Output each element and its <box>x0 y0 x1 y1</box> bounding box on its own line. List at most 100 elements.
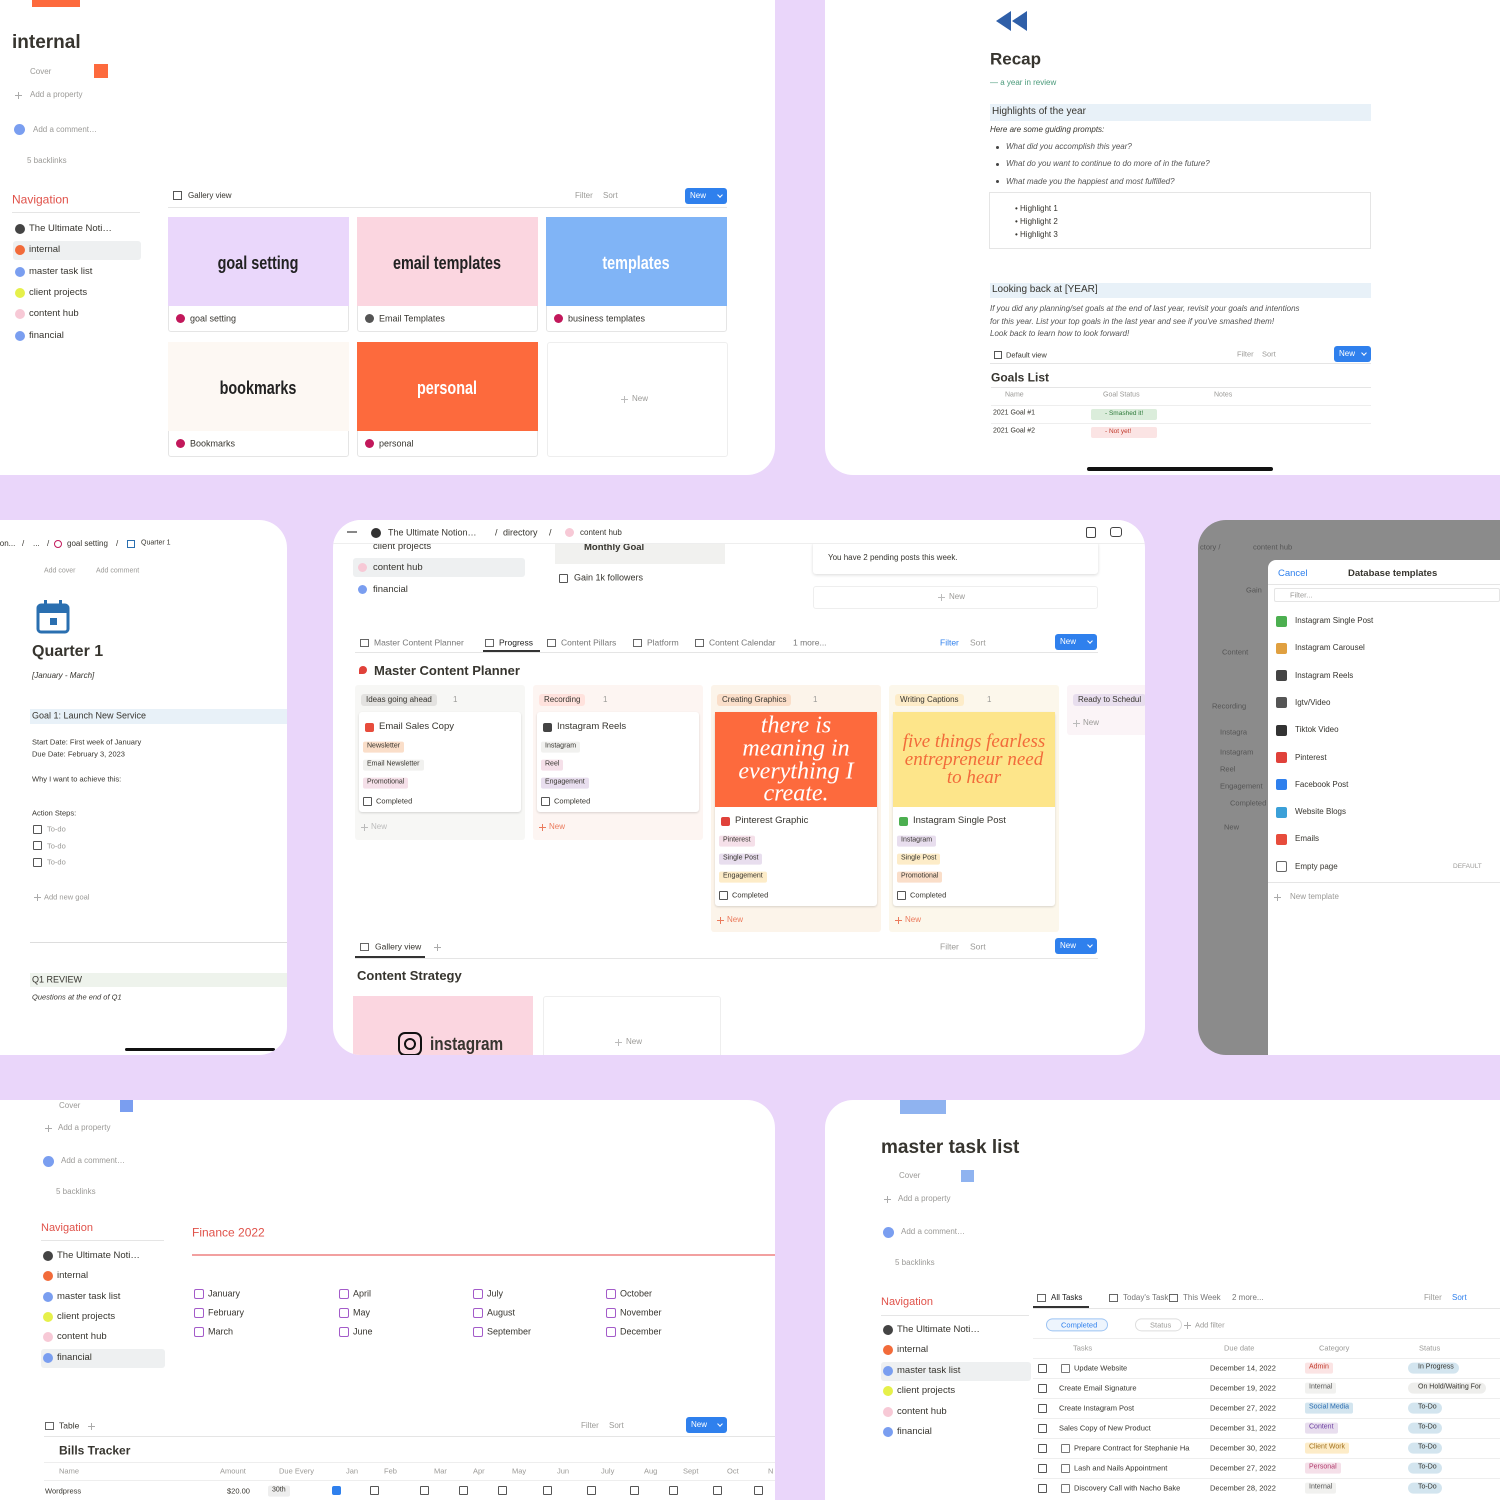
breadcrumb[interactable]: directory <box>503 527 538 538</box>
nav-item[interactable]: content hub <box>57 1331 107 1343</box>
view-tab[interactable]: Gallery view <box>375 941 422 952</box>
nav-item[interactable]: master task list <box>897 1364 961 1376</box>
task-name[interactable]: Create Instagram Post <box>1059 1403 1135 1413</box>
month-link[interactable]: November <box>620 1307 662 1318</box>
new[interactable]: New <box>949 592 966 601</box>
sort[interactable]: Sort <box>970 941 986 952</box>
breadcrumb[interactable]: ... <box>33 539 40 548</box>
month-link[interactable]: February <box>208 1307 245 1318</box>
add-comment[interactable]: Add a comment… <box>61 1156 126 1165</box>
new[interactable]: New <box>549 822 566 831</box>
sort[interactable]: Sort <box>609 1421 624 1430</box>
nav-item[interactable]: financial <box>373 584 408 596</box>
filter[interactable]: Filter <box>581 1421 599 1430</box>
add-property[interactable]: Add a property <box>58 1123 111 1132</box>
cancel[interactable]: Cancel <box>1278 568 1308 580</box>
add-comment[interactable]: Add a comment… <box>33 125 98 134</box>
month-link[interactable]: July <box>487 1288 504 1299</box>
breadcrumb[interactable]: content hub <box>580 528 622 537</box>
add-comment[interactable]: Add comment <box>96 567 140 575</box>
nav-item[interactable]: content hub <box>373 562 423 574</box>
nav-item[interactable]: financial <box>897 1426 932 1438</box>
nav-item[interactable]: The Ultimate Noti… <box>29 223 112 235</box>
template-item[interactable]: Igtv/Video <box>1295 697 1331 707</box>
view-tab[interactable]: Progress <box>499 637 534 648</box>
filter-input[interactable]: Filter... <box>1290 590 1313 600</box>
nav-item[interactable]: The Ultimate Noti… <box>897 1324 980 1336</box>
nav-item[interactable]: The Ultimate Noti… <box>57 1250 140 1262</box>
add-goal[interactable]: Add new goal <box>44 892 90 902</box>
task-name[interactable]: Lash and Nails Appointment <box>1074 1463 1168 1473</box>
nav-item[interactable]: internal <box>29 244 61 256</box>
nav-item[interactable]: content hub <box>897 1405 947 1417</box>
month-link[interactable]: December <box>620 1326 662 1337</box>
add-property[interactable]: Add a property <box>898 1194 951 1203</box>
new[interactable]: New <box>905 915 922 924</box>
new-button-label[interactable]: New <box>1060 637 1077 646</box>
add-filter[interactable]: Add filter <box>1195 1320 1225 1330</box>
card-title[interactable]: Pinterest Graphic <box>735 815 809 827</box>
view-tab[interactable]: Default view <box>1006 350 1047 360</box>
month-link[interactable]: March <box>208 1326 234 1337</box>
view-tab[interactable]: Gallery view <box>188 191 232 200</box>
template-item[interactable]: Website Blogs <box>1295 807 1346 817</box>
nav-item[interactable]: financial <box>29 329 64 341</box>
new[interactable]: New <box>727 915 744 924</box>
filter[interactable]: Filter <box>575 191 593 200</box>
task-name[interactable]: Discovery Call with Nacho Bake <box>1074 1483 1181 1493</box>
nav-item[interactable]: internal <box>57 1270 89 1282</box>
breadcrumb[interactable]: The Ultimate Notion… <box>388 527 477 538</box>
filter-chip[interactable]: Completed <box>1046 1318 1109 1332</box>
new[interactable]: New <box>371 822 388 831</box>
nav-item[interactable]: client projects <box>29 286 88 298</box>
nav-item[interactable]: master task list <box>57 1290 121 1302</box>
card-name[interactable]: personal <box>379 438 414 449</box>
card-title[interactable]: Email Sales Copy <box>379 721 454 733</box>
month-link[interactable]: January <box>208 1288 241 1299</box>
card-name[interactable]: Email Templates <box>379 313 445 324</box>
filter-chip[interactable]: Status <box>1135 1318 1183 1332</box>
template-item[interactable]: Emails <box>1295 834 1320 844</box>
new[interactable]: New <box>1083 718 1100 727</box>
sort[interactable]: Sort <box>1452 1293 1467 1302</box>
task-name[interactable]: Create Email Signature <box>1059 1383 1137 1393</box>
card-name[interactable]: Bookmarks <box>190 438 236 449</box>
filter[interactable]: Filter <box>1237 349 1254 359</box>
month-link[interactable]: August <box>487 1307 516 1318</box>
add-property[interactable]: Add a property <box>30 90 83 99</box>
template-item[interactable]: Instagram Single Post <box>1295 616 1374 625</box>
sort[interactable]: Sort <box>603 191 618 200</box>
view-tab[interactable]: Content Calendar <box>709 637 776 648</box>
nav-item[interactable]: client projects <box>897 1385 956 1397</box>
card-title[interactable]: Instagram Reels <box>557 721 627 733</box>
view-tab[interactable]: Master Content Planner <box>374 637 464 648</box>
view-tab[interactable]: Table <box>59 1420 80 1431</box>
new-button-label[interactable]: New <box>1060 941 1077 950</box>
view-tab[interactable]: Content Pillars <box>561 637 617 648</box>
new[interactable]: New <box>626 1037 643 1046</box>
template-item[interactable]: Instagram Carousel <box>1295 643 1365 653</box>
template-item[interactable]: Facebook Post <box>1295 779 1349 789</box>
task-name[interactable]: Update Website <box>1074 1363 1128 1373</box>
nav-item[interactable]: internal <box>897 1344 929 1356</box>
filter[interactable]: Filter <box>940 941 959 952</box>
view-tab[interactable]: 1 more... <box>793 637 827 648</box>
month-link[interactable]: June <box>353 1326 373 1337</box>
breadcrumb[interactable]: goal setting <box>67 539 108 548</box>
card-title[interactable]: Instagram Single Post <box>913 815 1006 827</box>
view-tab[interactable]: This Week <box>1183 1293 1221 1302</box>
month-link[interactable]: May <box>353 1307 371 1318</box>
breadcrumb[interactable]: ion... <box>0 539 16 548</box>
nav-item[interactable]: client projects <box>373 541 432 553</box>
template-item[interactable]: Empty page <box>1295 861 1338 871</box>
nav-item[interactable]: financial <box>57 1351 92 1363</box>
new-template[interactable]: New template <box>1290 892 1339 901</box>
view-tab[interactable]: Today's Task <box>1123 1293 1169 1302</box>
task-name[interactable]: Prepare Contract for Stephanie Ha <box>1074 1443 1190 1453</box>
sort[interactable]: Sort <box>970 637 986 648</box>
add-comment[interactable]: Add a comment… <box>901 1227 966 1236</box>
add-cover[interactable]: Add cover <box>44 567 76 575</box>
card-name[interactable]: business templates <box>568 313 646 324</box>
view-tab[interactable]: 2 more... <box>1232 1293 1264 1302</box>
template-item[interactable]: Tiktok Video <box>1295 725 1339 735</box>
